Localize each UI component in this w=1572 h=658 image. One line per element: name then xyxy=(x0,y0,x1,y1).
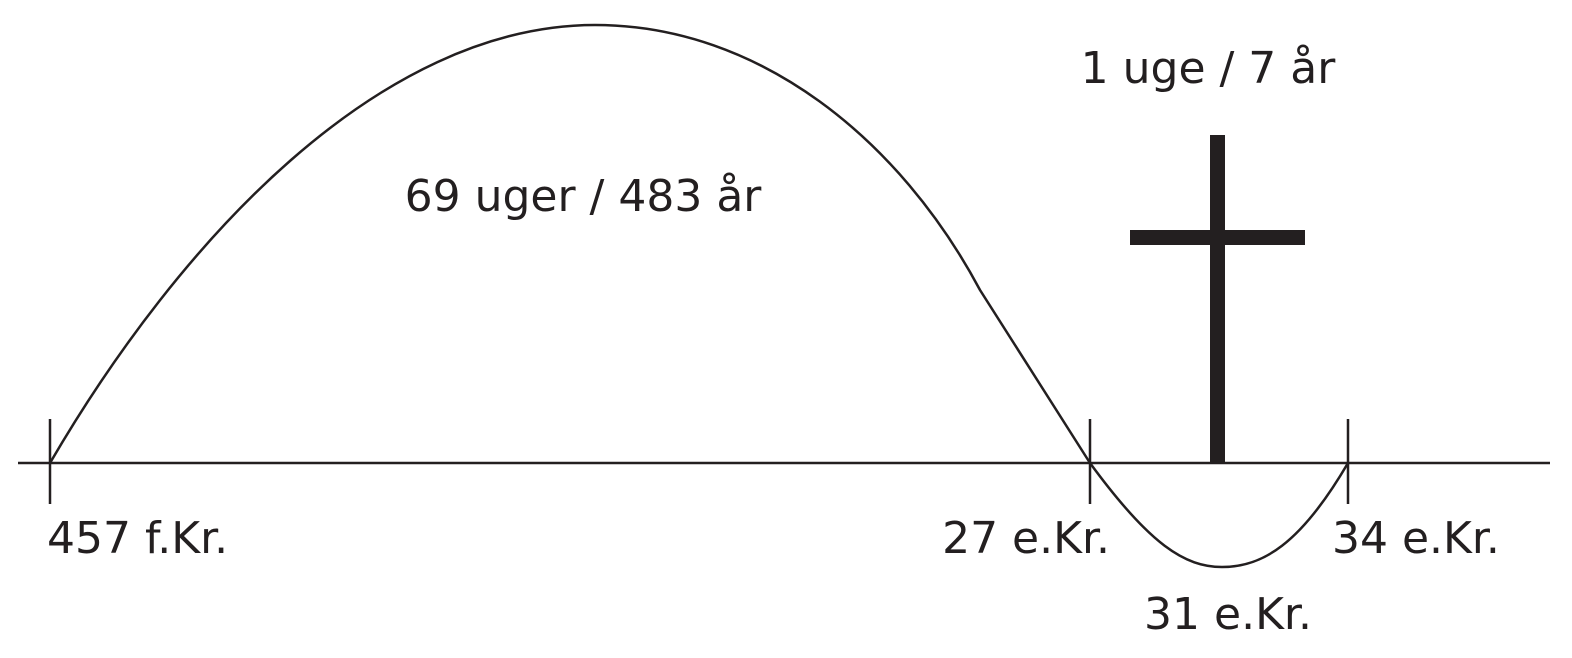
long-period-arc xyxy=(48,23,1092,464)
cross-icon xyxy=(1130,135,1305,463)
short-period-arc xyxy=(1088,462,1350,569)
span-label-short: 1 uge / 7 år xyxy=(1081,43,1337,94)
span-label-long: 69 uger / 483 år xyxy=(405,171,763,222)
date-label-mid: 27 e.Kr. xyxy=(942,513,1110,564)
date-label-end: 34 e.Kr. xyxy=(1332,513,1500,564)
date-label-start: 457 f.Kr. xyxy=(47,513,228,564)
date-label-cross: 31 e.Kr. xyxy=(1144,589,1312,640)
